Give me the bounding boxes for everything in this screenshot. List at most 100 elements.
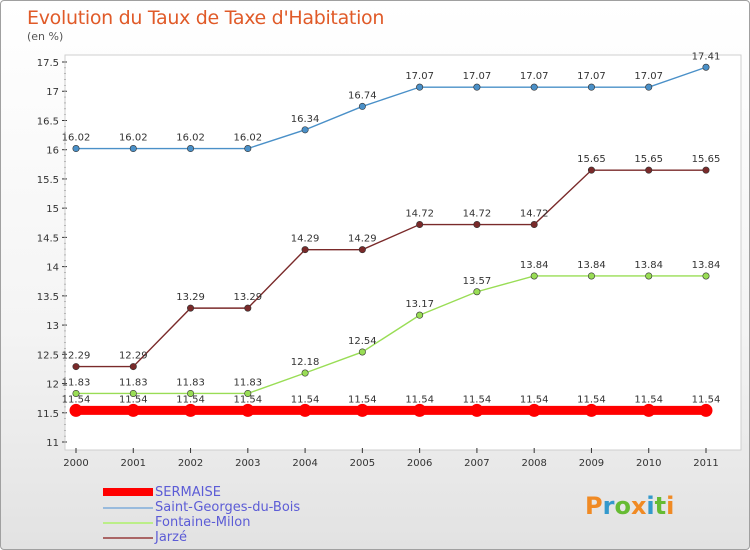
y-tick-label: 16.5 — [37, 116, 59, 127]
data-point — [470, 403, 484, 417]
legend-swatch — [103, 537, 153, 539]
data-label: 13.84 — [520, 260, 549, 271]
data-point — [129, 389, 137, 397]
x-tick-label: 2001 — [121, 458, 146, 469]
data-point — [129, 363, 137, 371]
data-label: 14.29 — [291, 234, 320, 245]
data-point — [473, 83, 481, 91]
legend: SERMAISE Saint-Georges-du-Bois Fontaine-… — [103, 485, 403, 545]
data-point — [301, 246, 309, 254]
data-label: 17.07 — [634, 71, 663, 82]
data-label: 13.29 — [176, 292, 205, 303]
data-label: 12.29 — [62, 351, 91, 362]
x-tick-label: 2007 — [464, 458, 489, 469]
legend-swatch — [103, 522, 153, 524]
data-point — [241, 403, 255, 417]
y-tick-label: 13 — [46, 321, 59, 332]
data-point — [187, 389, 195, 397]
data-label: 16.34 — [291, 114, 320, 125]
data-label: 16.02 — [62, 133, 91, 144]
series-line — [76, 169, 706, 368]
data-label: 11.54 — [463, 394, 492, 405]
data-point — [72, 145, 80, 153]
data-point — [413, 403, 427, 417]
x-tick-label: 2002 — [178, 458, 203, 469]
data-label: 11.54 — [634, 394, 663, 405]
data-point — [530, 221, 538, 229]
data-label: 11.83 — [233, 377, 262, 388]
data-label: 12.18 — [291, 357, 320, 368]
data-point — [69, 403, 83, 417]
legend-swatch — [103, 507, 153, 509]
data-point — [587, 272, 595, 280]
chart-title: Evolution du Taux de Taxe d'Habitation — [27, 7, 385, 29]
data-label: 11.54 — [577, 394, 606, 405]
data-point — [530, 272, 538, 280]
data-point — [184, 403, 198, 417]
legend-item-saint-georges-du-bois: Saint-Georges-du-Bois — [103, 500, 403, 515]
x-tick-label: 2009 — [579, 458, 604, 469]
data-label: 12.54 — [348, 336, 377, 347]
data-label: 11.54 — [692, 394, 721, 405]
x-tick-label: 2000 — [63, 458, 88, 469]
data-point — [473, 288, 481, 296]
data-point — [187, 145, 195, 153]
data-label: 11.54 — [520, 394, 549, 405]
data-point — [358, 246, 366, 254]
data-point — [584, 403, 598, 417]
data-point — [702, 63, 710, 71]
series-line — [76, 275, 706, 395]
data-label: 13.29 — [233, 292, 262, 303]
legend-swatch — [103, 488, 153, 496]
data-label: 14.72 — [405, 209, 434, 220]
x-tick-label: 2011 — [693, 458, 718, 469]
data-point — [358, 102, 366, 110]
x-tick-label: 2004 — [292, 458, 317, 469]
data-point — [298, 403, 312, 417]
data-label: 13.57 — [463, 276, 492, 287]
data-point — [244, 145, 252, 153]
data-label: 14.72 — [520, 209, 549, 220]
data-point — [187, 304, 195, 312]
data-point — [416, 83, 424, 91]
data-label: 13.84 — [692, 260, 721, 271]
data-point — [355, 403, 369, 417]
y-tick-label: 17 — [46, 87, 59, 98]
data-label: 16.02 — [233, 133, 262, 144]
data-label: 11.54 — [62, 394, 91, 405]
y-tick-label: 13.5 — [37, 292, 59, 303]
data-point — [416, 221, 424, 229]
data-label: 15.65 — [577, 154, 606, 165]
data-label: 11.83 — [62, 377, 91, 388]
data-label: 17.07 — [405, 71, 434, 82]
legend-item-sermaise: SERMAISE — [103, 485, 403, 500]
data-point — [702, 166, 710, 174]
data-label: 11.54 — [405, 394, 434, 405]
data-point — [244, 389, 252, 397]
data-label: 15.65 — [634, 154, 663, 165]
x-tick-label: 2010 — [636, 458, 661, 469]
y-tick-label: 14.5 — [37, 233, 59, 244]
series-line — [76, 66, 707, 150]
data-point — [301, 369, 309, 377]
proxiti-logo: Proxiti — [585, 492, 675, 520]
legend-item-jarze: Jarzé — [103, 530, 403, 545]
y-tick-label: 12.5 — [37, 350, 59, 361]
data-label: 17.07 — [577, 71, 606, 82]
y-tick-label: 17.5 — [37, 58, 59, 69]
x-tick-label: 2008 — [521, 458, 546, 469]
y-tick-label: 16 — [46, 146, 59, 157]
y-tick-label: 11.5 — [37, 409, 59, 420]
legend-item-fontaine-milon: Fontaine-Milon — [103, 515, 403, 530]
data-label: 16.74 — [348, 90, 377, 101]
data-point — [587, 166, 595, 174]
data-label: 13.17 — [405, 299, 434, 310]
data-label: 16.02 — [176, 133, 205, 144]
data-label: 11.83 — [176, 377, 205, 388]
data-point — [645, 166, 653, 174]
data-label: 17.41 — [692, 51, 721, 62]
data-label: 11.54 — [233, 394, 262, 405]
data-point — [642, 403, 656, 417]
data-label: 11.54 — [176, 394, 205, 405]
data-point — [416, 311, 424, 319]
